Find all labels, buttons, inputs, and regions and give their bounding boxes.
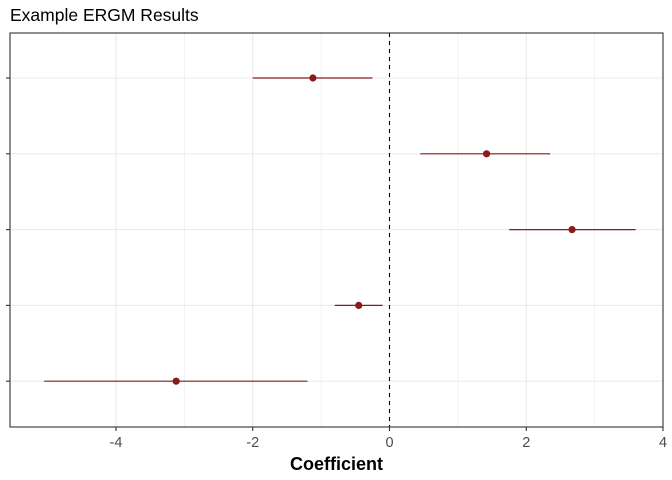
x-tick-label: 2	[522, 435, 530, 451]
x-tick-label: -2	[246, 435, 259, 451]
estimate-point	[568, 226, 576, 234]
x-axis-title: Coefficient	[290, 454, 383, 474]
x-tick-label: 4	[659, 435, 667, 451]
estimate-point	[482, 150, 491, 158]
chart-title: Example ERGM Results	[10, 5, 199, 25]
estimate-point	[355, 301, 363, 309]
panel-border	[9, 32, 664, 428]
x-tick-label: 0	[385, 435, 393, 451]
axis-layer: -4 -2 0 2 4	[6, 77, 667, 451]
x-tick-label: -4	[110, 435, 123, 451]
estimate-point	[172, 377, 180, 385]
marks-layer	[44, 74, 636, 385]
estimate-point	[309, 74, 317, 82]
